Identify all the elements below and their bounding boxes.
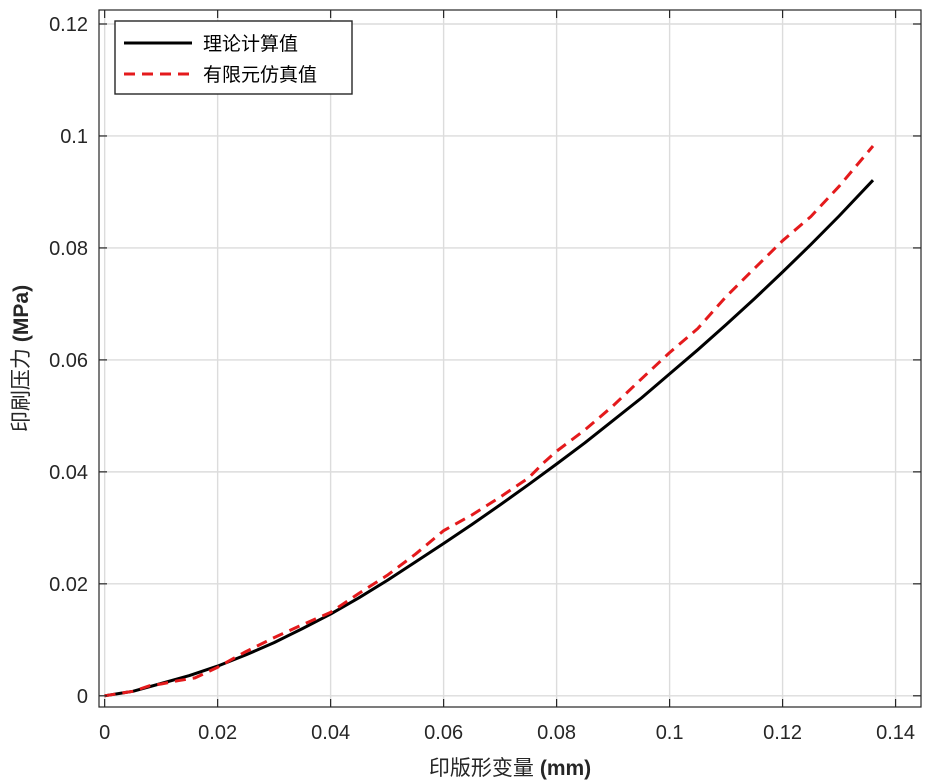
y-tick-label: 0.02 — [49, 574, 88, 596]
y-tick-label: 0 — [77, 686, 88, 708]
x-tick-label: 0.1 — [656, 722, 684, 744]
grid — [99, 10, 921, 707]
y-tick-label: 0.1 — [60, 126, 88, 148]
y-tick-label: 0.08 — [49, 238, 88, 260]
x-tick-label: 0.12 — [763, 722, 802, 744]
legend-box — [114, 20, 353, 95]
x-tick-label: 0.02 — [198, 722, 237, 744]
x-axis-label: 印版形变量 (mm) — [429, 756, 591, 780]
series-line-2 — [104, 145, 875, 698]
x-tick-label: 0.04 — [311, 722, 350, 744]
x-tick-label: 0.06 — [424, 722, 463, 744]
series-layer — [104, 145, 875, 698]
y-axis-label: 印刷压力(MPa) — [9, 285, 33, 432]
legend-label-2: 有限元仿真值 — [203, 64, 317, 86]
ticks: 0 0.02 0.04 0.06 0.08 0.1 0.12 0.14 0 0.02 0.04 0.0… — [49, 10, 921, 744]
legend-label-1: 理论计算值 — [203, 33, 298, 55]
x-tick-label: 0 — [99, 722, 110, 744]
plot-frame — [98, 9, 922, 708]
y-tick-label: 0.04 — [49, 462, 88, 484]
y-tick-label: 0.12 — [49, 14, 88, 36]
series-line-1 — [104, 179, 875, 698]
x-tick-label: 0.08 — [537, 722, 576, 744]
y-tick-label: 0.06 — [49, 350, 88, 372]
x-tick-label: 0.14 — [876, 722, 915, 744]
